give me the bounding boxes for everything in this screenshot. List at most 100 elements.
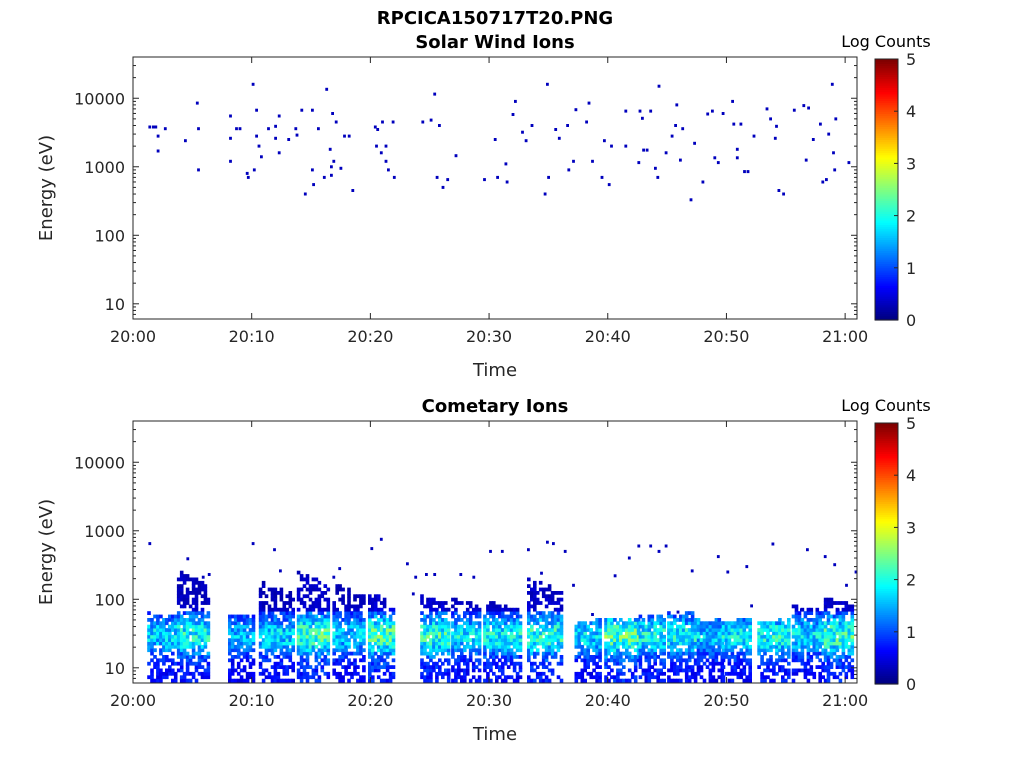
- data-cell: [638, 658, 643, 663]
- data-cell: [391, 611, 396, 615]
- data-cell: [681, 127, 685, 131]
- data-cell: [613, 624, 617, 629]
- data-cell: [385, 634, 390, 639]
- x-tick-label: 20:00: [110, 327, 156, 346]
- data-cell: [391, 621, 396, 626]
- data-cell: [299, 574, 304, 578]
- data-cell: [495, 661, 499, 666]
- data-cell: [285, 665, 290, 669]
- data-cell: [296, 597, 301, 602]
- data-cell: [477, 641, 482, 646]
- data-cell: [815, 651, 820, 656]
- data-cell: [760, 628, 764, 632]
- data-cell: [659, 651, 663, 656]
- colorbar-segment: [875, 681, 898, 685]
- data-cell: [797, 618, 802, 622]
- data-cell: [194, 614, 199, 619]
- colorbar-segment: [875, 662, 898, 666]
- data-cell: [791, 644, 796, 649]
- data-cell: [583, 651, 587, 656]
- data-cell: [350, 671, 354, 676]
- data-cell: [681, 618, 686, 622]
- data-cell: [720, 668, 725, 673]
- data-cell: [486, 641, 490, 646]
- data-cell: [261, 644, 266, 649]
- data-cell: [826, 634, 831, 639]
- data-cell: [454, 607, 458, 612]
- data-cell: [515, 628, 520, 632]
- data-cell: [429, 658, 433, 663]
- colorbar-segment: [875, 141, 898, 145]
- data-cell: [662, 678, 666, 683]
- data-cell: [444, 668, 448, 673]
- data-cell: [267, 607, 272, 612]
- data-cell: [687, 644, 692, 649]
- data-cell: [156, 618, 160, 622]
- data-cell: [699, 658, 704, 663]
- data-cell: [687, 675, 692, 680]
- data-cell: [420, 631, 424, 636]
- colorbar-segment: [875, 577, 898, 581]
- data-cell: [533, 597, 537, 602]
- data-cell: [616, 675, 620, 680]
- data-cell: [547, 175, 550, 179]
- data-cell: [693, 628, 698, 632]
- data-cell: [171, 641, 175, 646]
- plot-frame: [132, 420, 858, 684]
- data-cell: [797, 624, 802, 629]
- data-cell: [803, 641, 808, 646]
- data-cell: [311, 607, 316, 612]
- data-cell: [312, 183, 315, 187]
- data-cell: [282, 644, 287, 649]
- data-cell: [356, 678, 360, 683]
- data-cell: [305, 665, 310, 669]
- data-cell: [644, 668, 649, 673]
- data-cell: [690, 638, 695, 642]
- data-cell: [245, 614, 250, 619]
- data-cell: [690, 655, 695, 659]
- data-cell: [323, 671, 328, 676]
- data-cell: [423, 641, 427, 646]
- data-cell: [471, 628, 476, 632]
- colorbar-segment: [875, 85, 898, 88]
- data-cell: [659, 628, 663, 632]
- data-cell: [699, 638, 704, 642]
- data-cell: [815, 607, 820, 612]
- data-cell: [503, 655, 508, 659]
- data-cell: [359, 678, 363, 683]
- data-cell: [379, 644, 384, 649]
- data-cell: [676, 651, 680, 656]
- data-cell: [260, 155, 263, 159]
- data-cell: [850, 651, 855, 656]
- data-cell: [162, 628, 166, 632]
- data-cell: [285, 614, 290, 619]
- data-cell: [742, 631, 747, 636]
- data-cell: [314, 631, 319, 636]
- data-cell: [483, 631, 487, 636]
- data-cell: [595, 665, 599, 669]
- data-cell: [681, 658, 686, 663]
- data-cell: [530, 624, 534, 629]
- data-cell: [775, 661, 779, 666]
- data-cell: [388, 651, 393, 656]
- data-cell: [435, 678, 439, 683]
- data-cell: [305, 644, 310, 649]
- data-cell: [477, 644, 482, 649]
- data-cell: [182, 644, 187, 649]
- data-cell: [492, 607, 496, 612]
- data-cell: [714, 655, 719, 659]
- data-cell: [477, 678, 482, 683]
- data-cell: [515, 641, 520, 646]
- data-cell: [681, 621, 686, 626]
- data-cell: [270, 651, 275, 656]
- data-cell: [679, 665, 683, 669]
- data-cell: [714, 648, 719, 653]
- data-cell: [344, 621, 348, 626]
- data-cell: [441, 648, 445, 653]
- colorbar-segment: [875, 668, 898, 672]
- data-cell: [311, 577, 316, 582]
- data-cell: [300, 108, 304, 112]
- data-cell: [314, 634, 319, 639]
- data-cell: [471, 661, 476, 666]
- data-cell: [736, 631, 741, 636]
